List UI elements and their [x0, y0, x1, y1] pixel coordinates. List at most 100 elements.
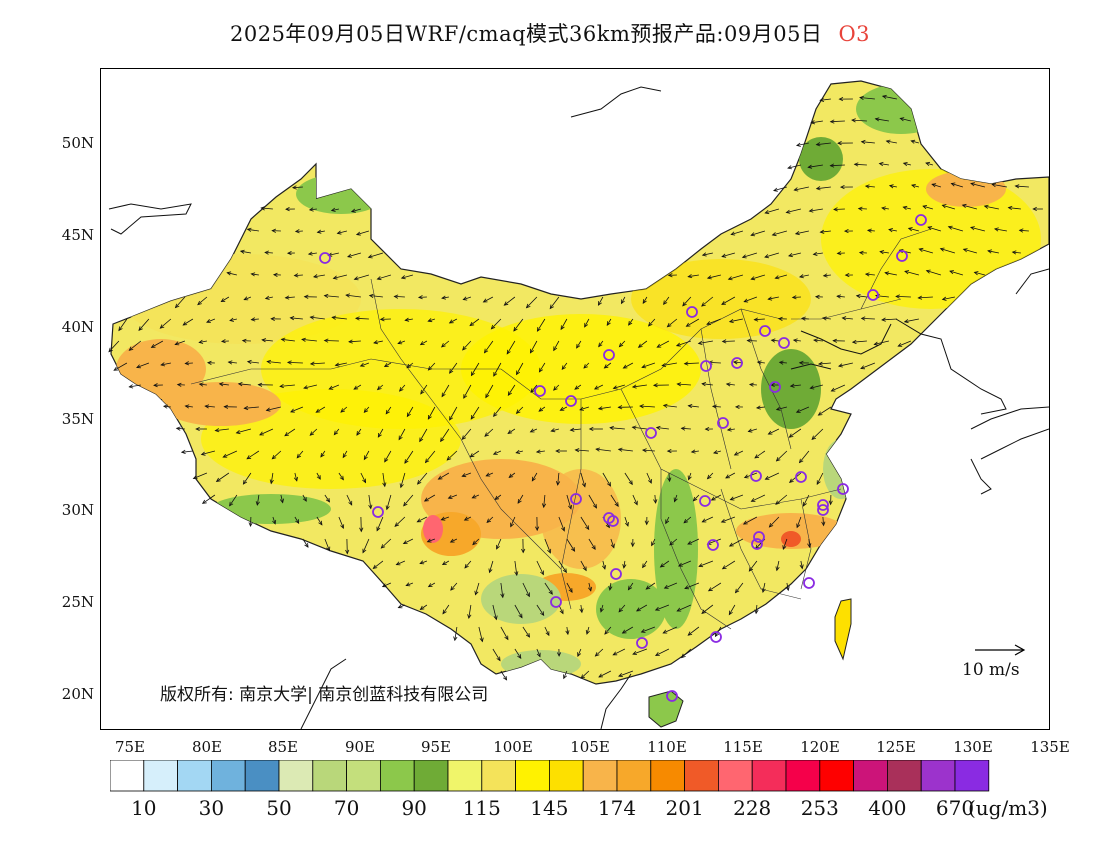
station-marker: [803, 577, 815, 589]
colorbar-label: 10: [131, 796, 157, 820]
station-marker: [710, 631, 722, 643]
station-marker: [666, 690, 678, 702]
station-marker: [753, 531, 765, 543]
wind-scale-label: 10 m/s: [962, 660, 1020, 680]
wind-scale-arrow-icon: [975, 644, 1026, 656]
station-marker: [534, 385, 546, 397]
station-marker: [769, 381, 781, 393]
colorbar-label: 174: [597, 796, 637, 820]
station-marker: [700, 360, 712, 372]
colorbar-swatch: [177, 760, 212, 792]
lat-tick-label: 50N: [61, 134, 94, 152]
station-marker: [795, 471, 807, 483]
colorbar-swatch: [954, 760, 990, 792]
station-marker: [867, 289, 879, 301]
colorbar-label: 228: [733, 796, 772, 820]
station-marker: [319, 252, 331, 264]
colorbar-swatch: [211, 760, 246, 792]
station-marker: [565, 395, 577, 407]
lon-tick-label: 125E: [876, 738, 916, 756]
colorbar-swatch: [481, 760, 516, 792]
lon-tick-label: 100E: [493, 738, 533, 756]
lat-tick-label: 45N: [61, 226, 94, 244]
wind-vectors: [108, 94, 1043, 681]
station-marker: [550, 596, 562, 608]
colorbar-label: 70: [333, 796, 360, 820]
lon-tick-label: 105E: [570, 738, 610, 756]
lon-tick-label: 110E: [647, 738, 687, 756]
station-marker: [603, 512, 615, 524]
colorbar-swatch: [616, 760, 652, 792]
colorbar-swatch: [278, 760, 314, 792]
colorbar-label: 400: [868, 796, 907, 820]
colorbar-label: 50: [266, 796, 292, 820]
station-marker: [645, 427, 657, 439]
colorbar-swatch: [346, 760, 381, 792]
colorbar-swatch: [920, 760, 956, 792]
hainan-island: [648, 690, 684, 728]
station-marker: [610, 568, 622, 580]
station-marker: [751, 538, 763, 550]
lon-tick-label: 95E: [420, 738, 452, 756]
lat-tick-label: 25N: [61, 593, 94, 611]
copyright-text: 版权所有: 南京大学| 南京创蓝科技有限公司: [160, 685, 489, 705]
station-marker: [636, 637, 648, 649]
lon-tick-label: 85E: [267, 738, 299, 756]
lon-tick-label: 130E: [953, 738, 993, 756]
lon-tick-label: 80E: [191, 738, 223, 756]
monitoring-stations: [319, 214, 927, 702]
station-marker: [750, 470, 762, 482]
station-marker: [759, 325, 771, 337]
colorbar-swatch: [650, 760, 685, 792]
colorbar-swatch: [110, 760, 145, 792]
concentration-patches: [116, 84, 1041, 678]
colorbar-swatch: [785, 760, 821, 792]
neighbor-coastlines: [108, 86, 1049, 729]
station-marker: [699, 495, 711, 507]
lon-tick-label: 115E: [723, 738, 763, 756]
colorbar-swatch: [684, 760, 719, 792]
colorbar-swatch: [819, 760, 854, 792]
lon-tick-label: 135E: [1030, 738, 1070, 756]
colorbar-swatch: [887, 760, 922, 792]
colorbar-swatch: [312, 760, 348, 792]
colorbar-swatch: [853, 760, 888, 792]
colorbar-unit: (ug/m3): [968, 796, 1048, 820]
station-marker: [915, 214, 927, 226]
map-canvas: [108, 80, 1049, 729]
colorbar-swatch: [582, 760, 618, 792]
station-marker: [686, 306, 698, 318]
station-marker: [896, 250, 908, 262]
colorbar-swatch: [751, 760, 787, 792]
lat-tick-label: 35N: [61, 410, 94, 428]
lat-tick-label: 20N: [61, 685, 94, 703]
colorbar-swatch: [718, 760, 753, 792]
station-marker: [731, 357, 743, 369]
colorbar-label: 201: [665, 796, 704, 820]
colorbar-label: 115: [462, 796, 501, 820]
lon-tick-label: 75E: [114, 738, 146, 756]
station-marker: [570, 493, 582, 505]
colorbar-swatch: [413, 760, 449, 792]
taiwan-island: [834, 598, 852, 661]
colorbar-swatch: [447, 760, 483, 792]
map-frame[interactable]: [100, 68, 1050, 730]
colorbar-label: 145: [530, 796, 569, 820]
station-marker: [717, 417, 729, 429]
station-marker: [817, 499, 829, 511]
pollutant-label: O3: [838, 22, 871, 46]
colorbar-swatch: [379, 760, 415, 792]
lon-tick-label: 120E: [800, 738, 840, 756]
title-text: 2025年09月05日WRF/cmaq模式36km预报产品:09月05日: [229, 22, 823, 46]
colorbar-swatch: [515, 760, 550, 792]
lon-tick-label: 90E: [344, 738, 376, 756]
colorbar: [110, 760, 990, 792]
colorbar-label: 90: [401, 796, 427, 820]
station-marker: [372, 506, 384, 518]
station-marker: [817, 504, 829, 516]
station-marker: [603, 349, 615, 361]
colorbar-label: 30: [198, 796, 225, 820]
colorbar-swatch: [548, 760, 584, 792]
lat-tick-label: 40N: [61, 318, 94, 336]
colorbar-swatch: [143, 760, 178, 792]
